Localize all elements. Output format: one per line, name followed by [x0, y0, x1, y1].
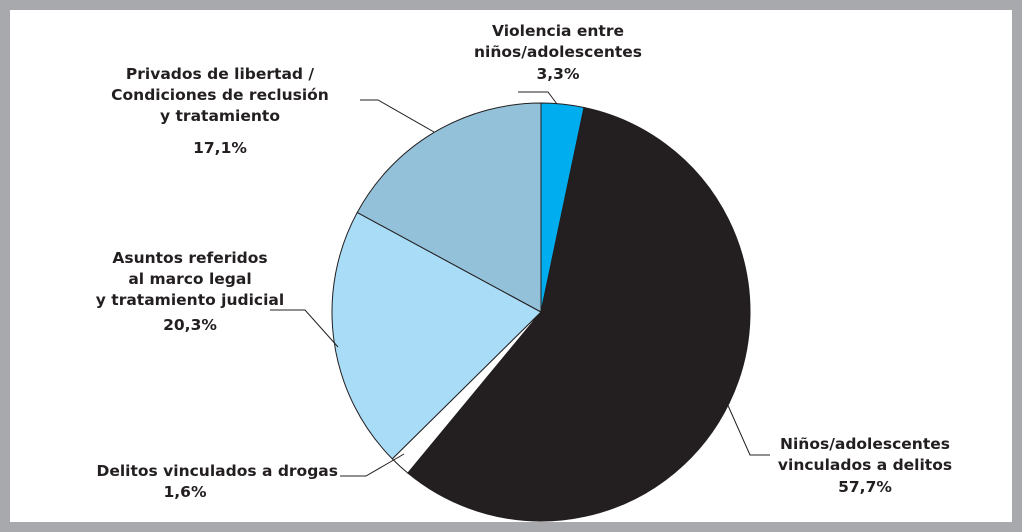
leader-line-4 — [360, 99, 435, 133]
pie-slice-1 — [407, 106, 751, 522]
slice-label-4-line-0: Privados de libertad / — [126, 65, 314, 83]
slice-label-3-line-2: y tratamiento judicial — [96, 291, 284, 309]
slice-label-3-line-1: al marco legal — [128, 270, 251, 288]
leader-line-3 — [270, 309, 339, 348]
slice-label-4-line-2: y tratamiento — [160, 107, 280, 125]
slice-label-0-line-0: Violencia entre — [492, 22, 624, 40]
pie-slice-4 — [356, 102, 542, 313]
slice-label-3-line-0: Asuntos referidos — [112, 249, 267, 267]
leader-line-0 — [518, 91, 558, 105]
slice-value-label-2: 1,6% — [164, 483, 207, 501]
slice-label-0-line-1: niños/adolescentes — [474, 43, 642, 61]
slice-value-label-1: 57,7% — [838, 478, 892, 496]
leader-line-2 — [340, 453, 405, 477]
slice-label-4-line-1: Condiciones de reclusión — [111, 86, 329, 104]
pie-slice-3 — [331, 211, 542, 460]
slice-label-1-line-1: vinculados a delitos — [778, 456, 952, 474]
slice-value-label-3: 20,3% — [163, 316, 217, 334]
slice-label-1-line-0: Niños/adolescentes — [780, 435, 950, 453]
slice-value-label-4: 17,1% — [193, 139, 247, 157]
slice-label-2-line-0: Delitos vinculados a drogas — [96, 462, 338, 480]
leader-line-1 — [721, 391, 770, 456]
slice-value-label-0: 3,3% — [537, 65, 580, 83]
